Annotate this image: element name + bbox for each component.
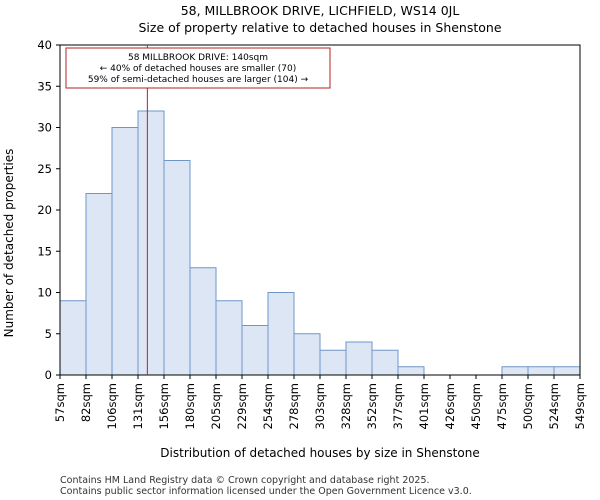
x-tick-label: 500sqm	[521, 383, 535, 429]
footer-line-1: Contains HM Land Registry data © Crown c…	[60, 475, 430, 486]
x-tick-label: 156sqm	[157, 383, 171, 429]
annotation-line-3: 59% of semi-detached houses are larger (…	[88, 75, 309, 85]
y-axis-label: Number of detached properties	[2, 149, 16, 338]
x-tick-label: 303sqm	[313, 383, 327, 429]
x-tick-label: 549sqm	[573, 383, 587, 429]
x-tick-label: 475sqm	[495, 383, 509, 429]
x-tick-label: 328sqm	[339, 383, 353, 429]
x-tick-label: 180sqm	[183, 383, 197, 429]
bar-205sqm	[215, 300, 243, 376]
bar-475sqm	[501, 366, 529, 376]
annotation-line-2: ← 40% of detached houses are smaller (70…	[100, 64, 297, 74]
x-tick-label: 82sqm	[79, 383, 93, 422]
bar-131sqm	[137, 110, 165, 376]
bar-303sqm	[319, 349, 347, 376]
x-tick-label: 450sqm	[469, 383, 483, 429]
bar-180sqm	[189, 267, 217, 376]
y-tick-label: 20	[37, 203, 52, 217]
bar-57sqm	[59, 300, 87, 376]
x-tick-label: 426sqm	[443, 383, 457, 429]
y-tick-label: 30	[37, 121, 52, 135]
bar-500sqm	[527, 366, 555, 376]
x-tick-label: 524sqm	[547, 383, 561, 429]
x-tick-label: 106sqm	[105, 383, 119, 429]
y-tick-label: 5	[45, 327, 52, 341]
x-tick-label: 377sqm	[391, 383, 405, 429]
y-tick-label: 15	[37, 244, 52, 258]
x-axis: 57sqm 82sqm 106sqm 131sqm 156sqm 180sqm 205sqm…	[53, 375, 587, 429]
bar-328sqm	[345, 341, 373, 376]
bar-352sqm	[371, 349, 399, 376]
annotation-box	[65, 47, 331, 89]
bars-group	[59, 110, 581, 376]
chart-subtitle: Size of property relative to detached ho…	[138, 20, 501, 35]
y-tick-label: 40	[37, 38, 52, 52]
x-tick-label: 131sqm	[131, 383, 145, 429]
footer-line-2: Contains public sector information licen…	[60, 486, 472, 497]
annotation-line-1: 58 MILLBROOK DRIVE: 140sqm	[128, 53, 268, 63]
bar-377sqm	[397, 366, 425, 376]
y-axis: 0 5 10 15 20 25 30 35 40	[37, 38, 60, 382]
plot-frame	[59, 44, 581, 376]
x-tick-label: 254sqm	[261, 383, 275, 429]
y-tick-label: 10	[37, 286, 52, 300]
x-tick-label: 205sqm	[209, 383, 223, 429]
y-tick-label: 0	[45, 368, 52, 382]
x-tick-label: 278sqm	[287, 383, 301, 429]
bar-82sqm	[85, 193, 113, 376]
y-tick-label: 25	[37, 162, 52, 176]
x-tick-label: 401sqm	[417, 383, 431, 429]
bar-156sqm	[163, 160, 191, 376]
bar-524sqm	[553, 366, 581, 376]
y-tick-label: 35	[37, 79, 52, 93]
x-tick-label: 57sqm	[53, 383, 67, 422]
x-axis-label: Distribution of detached houses by size …	[160, 446, 479, 460]
bar-254sqm	[267, 292, 295, 376]
bar-229sqm	[241, 325, 269, 376]
x-tick-label: 229sqm	[235, 383, 249, 429]
x-tick-label: 352sqm	[365, 383, 379, 429]
chart-title: 58, MILLBROOK DRIVE, LICHFIELD, WS14 0JL	[181, 3, 460, 18]
bar-106sqm	[111, 127, 139, 376]
bar-278sqm	[293, 333, 321, 376]
